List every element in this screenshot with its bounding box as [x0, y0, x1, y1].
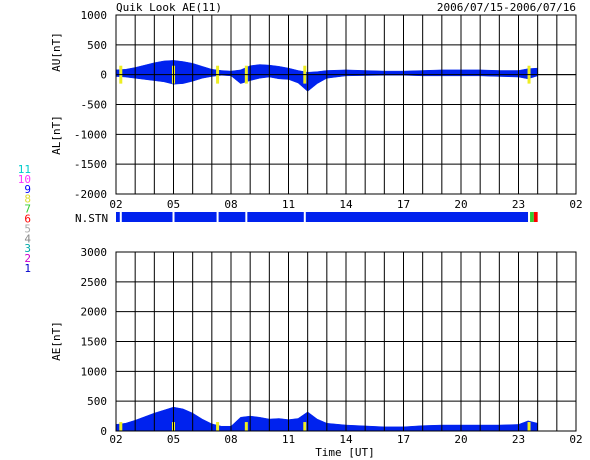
- xtick-label: 17: [397, 198, 410, 211]
- station-change-marker: [119, 422, 123, 431]
- nstn-gap: [245, 212, 248, 222]
- nstn-gap: [172, 212, 175, 222]
- nstn-gap: [303, 212, 306, 222]
- ytick-label: -2000: [74, 188, 107, 201]
- legend-station-8: 8: [24, 193, 31, 206]
- ytick-label: 2500: [81, 276, 108, 289]
- xtick-label: 05: [167, 198, 180, 211]
- nstn-segment: [528, 212, 534, 222]
- ytick-label: 500: [87, 395, 107, 408]
- legend-station-5: 5: [24, 222, 31, 235]
- legend-station-1: 1: [24, 262, 31, 275]
- al-axis-label: AL[nT]: [50, 115, 63, 155]
- nstn-segment: [533, 212, 538, 222]
- xtick-label: 02: [109, 198, 122, 211]
- ytick-label: 1000: [81, 365, 108, 378]
- legend-station-2: 2: [24, 252, 31, 265]
- ytick-label: -500: [81, 99, 108, 112]
- ae-xtick-labels: 02 05 08 11 14 17 20 23 02: [109, 433, 582, 446]
- xtick-label: 11: [282, 433, 295, 446]
- plot-frame: [115, 251, 577, 432]
- ytick-label: -1000: [74, 128, 107, 141]
- nstn-gap: [119, 212, 122, 222]
- ytick-label: 3000: [81, 246, 108, 259]
- xtick-label: 20: [454, 433, 467, 446]
- nstn-label: N.STN: [75, 212, 108, 225]
- ae-grid: [115, 251, 577, 432]
- legend-station-9: 9: [24, 183, 31, 196]
- xtick-label: 08: [224, 198, 237, 211]
- x-axis-label: Time [UT]: [315, 446, 375, 459]
- ytick-label: 500: [87, 39, 107, 52]
- station-change-marker: [303, 422, 307, 431]
- ytick-label: -1500: [74, 158, 107, 171]
- nstn-bar: [116, 212, 538, 222]
- ytick-label: 2000: [81, 306, 108, 319]
- chart-title: Quik Look AE(11): [116, 1, 222, 14]
- xtick-label: 20: [454, 198, 467, 211]
- ytick-label: 0: [100, 425, 107, 438]
- plot-frame: [115, 14, 577, 195]
- legend-station-7: 7: [24, 203, 31, 216]
- xtick-label: 17: [397, 433, 410, 446]
- ytick-label: 1000: [81, 9, 108, 22]
- xtick-label: 11: [282, 198, 295, 211]
- nstn-gap: [216, 212, 219, 222]
- au-al-grid: [115, 14, 577, 195]
- legend-station-6: 6: [24, 213, 31, 226]
- legend-station-11: 11: [18, 163, 31, 176]
- au-axis-label: AU[nT]: [50, 32, 63, 72]
- nstn-segment: [116, 212, 529, 222]
- station-change-marker: [244, 422, 248, 431]
- xtick-label: 02: [569, 433, 582, 446]
- ytick-label: 1500: [81, 336, 108, 349]
- xtick-label: 08: [224, 433, 237, 446]
- xtick-label: 23: [512, 433, 525, 446]
- station-change-marker: [216, 422, 220, 431]
- legend-station-10: 10: [18, 173, 31, 186]
- au-al-ytick-labels: 1000 500 0 -500 -1000 -1500 -2000: [74, 9, 107, 201]
- ae-axis-label: AE[nT]: [50, 321, 63, 361]
- nstn-gap: [528, 212, 531, 222]
- au-al-xtick-labels: 02 05 08 11 14 17 20 23 02: [109, 198, 582, 211]
- xtick-label: 02: [569, 198, 582, 211]
- station-change-marker: [527, 422, 531, 431]
- legend-station-3: 3: [24, 242, 31, 255]
- xtick-label: 14: [339, 433, 353, 446]
- xtick-label: 23: [512, 198, 525, 211]
- xtick-label: 05: [167, 433, 180, 446]
- ytick-label: 0: [100, 69, 107, 82]
- legend-station-4: 4: [24, 232, 31, 245]
- ae-ytick-labels: 3000 2500 2000 1500 1000 500 0: [81, 246, 108, 438]
- xtick-label: 14: [339, 198, 353, 211]
- date-range: 2006/07/15-2006/07/16: [437, 1, 576, 14]
- xtick-label: 02: [109, 433, 122, 446]
